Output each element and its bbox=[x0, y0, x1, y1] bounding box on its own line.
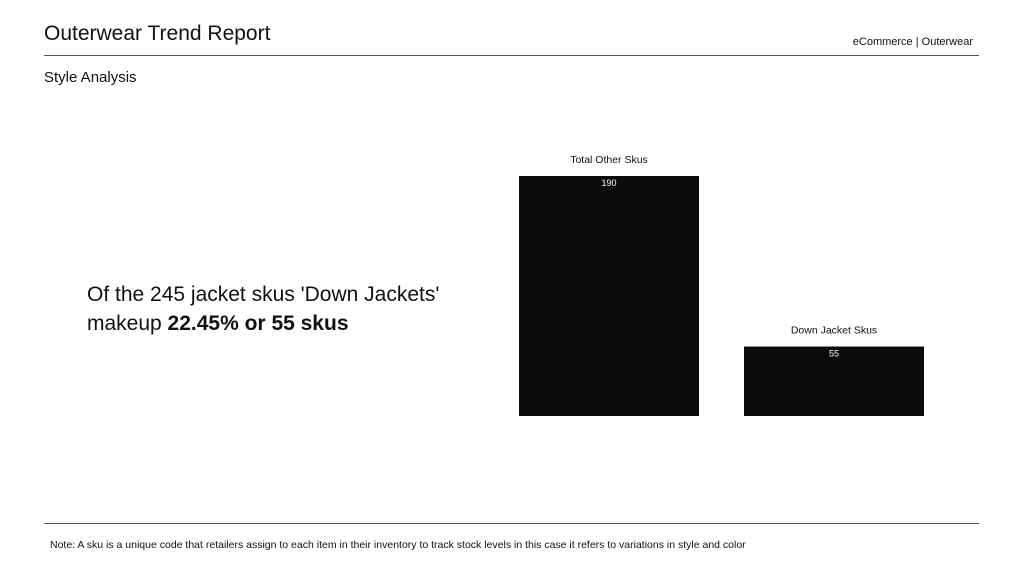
value-label-total-other-skus: 190 bbox=[601, 178, 616, 188]
category-label-total-other-skus: Total Other Skus bbox=[570, 154, 648, 166]
section-title: Style Analysis bbox=[44, 69, 137, 86]
report-title: Outerwear Trend Report bbox=[44, 22, 271, 45]
value-label-down-jacket-skus: 55 bbox=[829, 349, 839, 359]
header-divider bbox=[44, 55, 979, 56]
footer-divider bbox=[44, 523, 979, 524]
summary-line-2: makeup 22.45% or 55 skus bbox=[87, 309, 507, 338]
summary-line-2-text: makeup bbox=[87, 312, 168, 335]
summary-highlight: 22.45% or 55 skus bbox=[167, 312, 349, 335]
category-label-down-jacket-skus: Down Jacket Skus bbox=[791, 325, 877, 337]
bar-total-other-skus bbox=[519, 176, 699, 416]
summary-statement: Of the 245 jacket skus 'Down Jackets' ma… bbox=[87, 280, 507, 338]
bar-down-jacket-skus bbox=[744, 346, 924, 416]
summary-line-1: Of the 245 jacket skus 'Down Jackets' bbox=[87, 283, 440, 306]
footnote: Note: A sku is a unique code that retail… bbox=[50, 539, 746, 551]
report-category-tag: eCommerce | Outerwear bbox=[852, 36, 973, 48]
sku-bar-chart: Total Other Skus 190 Down Jacket Skus 55 bbox=[519, 154, 924, 416]
